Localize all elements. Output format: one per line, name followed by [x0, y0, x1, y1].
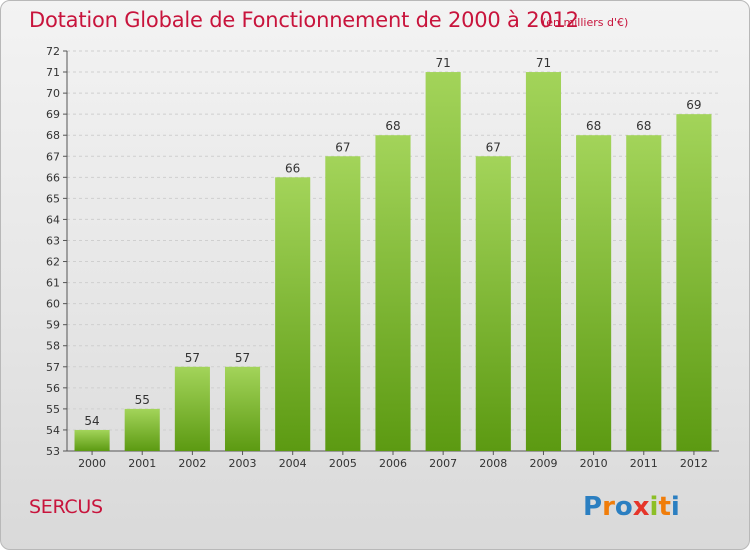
y-tick-label: 70	[46, 87, 60, 100]
y-tick-label: 65	[46, 192, 60, 205]
x-tick-label: 2012	[680, 457, 708, 470]
x-tick-label: 2011	[630, 457, 658, 470]
y-tick-label: 54	[46, 424, 60, 437]
x-tick-label: 2005	[329, 457, 357, 470]
chart-unit: (en milliers d'€)	[542, 16, 629, 29]
bar-value-label: 57	[235, 351, 250, 365]
bar	[576, 135, 612, 452]
y-tick-label: 68	[46, 129, 60, 142]
bar-value-label: 67	[486, 140, 501, 154]
bar-value-label: 57	[185, 351, 200, 365]
logo-letter: o	[614, 492, 633, 522]
bar-value-label: 67	[335, 140, 350, 154]
bar	[275, 177, 311, 451]
bar	[375, 135, 411, 452]
y-tick-label: 72	[46, 45, 60, 58]
y-tick-label: 71	[46, 66, 60, 79]
bar-value-label: 69	[686, 98, 701, 112]
x-tick-label: 2006	[379, 457, 407, 470]
commune-name: SERCUS	[29, 496, 103, 518]
bar-value-label: 68	[586, 119, 601, 133]
bar	[124, 408, 160, 451]
x-tick-label: 2007	[429, 457, 457, 470]
proxiti-logo: Proxiti	[583, 492, 680, 522]
x-tick-label: 2003	[229, 457, 257, 470]
bar	[676, 114, 712, 451]
y-tick-label: 63	[46, 234, 60, 247]
x-tick-label: 2009	[529, 457, 557, 470]
y-tick-label: 55	[46, 403, 60, 416]
x-tick-label: 2001	[128, 457, 156, 470]
bar-value-label: 68	[636, 119, 651, 133]
bar	[525, 72, 562, 451]
logo-letter: t	[658, 492, 671, 522]
y-tick-label: 67	[46, 150, 60, 163]
y-tick-label: 64	[46, 213, 60, 226]
y-tick-label: 57	[46, 361, 60, 374]
logo-letter: i	[649, 492, 659, 522]
logo-letter: P	[583, 492, 603, 522]
bar	[425, 72, 461, 451]
x-tick-label: 2008	[479, 457, 507, 470]
y-tick-label: 66	[46, 171, 60, 184]
bar-value-label: 71	[536, 56, 551, 70]
bar-value-label: 71	[436, 56, 451, 70]
chart-title: Dotation Globale de Fonctionnement de 20…	[29, 8, 579, 32]
x-tick-label: 2010	[580, 457, 608, 470]
x-tick-label: 2004	[279, 457, 307, 470]
y-tick-label: 59	[46, 319, 60, 332]
bar	[224, 366, 261, 451]
y-tick-label: 53	[46, 445, 60, 458]
x-tick-label: 2000	[78, 457, 106, 470]
bar-value-label: 55	[135, 393, 150, 407]
bar	[174, 366, 210, 451]
y-tick-label: 58	[46, 340, 60, 353]
bar-value-label: 54	[84, 414, 99, 428]
x-tick-label: 2002	[178, 457, 206, 470]
bar-value-label: 66	[285, 161, 300, 175]
bar	[74, 429, 110, 451]
y-tick-label: 60	[46, 298, 60, 311]
y-tick-label: 56	[46, 382, 60, 395]
bar-value-label: 68	[385, 119, 400, 133]
bar	[626, 135, 662, 452]
logo-letter: r	[602, 492, 615, 522]
y-tick-label: 69	[46, 108, 60, 121]
logo-letter: i	[670, 492, 680, 522]
logo-letter: x	[632, 492, 650, 522]
y-tick-label: 61	[46, 277, 60, 290]
bar	[475, 156, 511, 451]
bar	[325, 156, 361, 451]
y-tick-label: 62	[46, 256, 60, 269]
